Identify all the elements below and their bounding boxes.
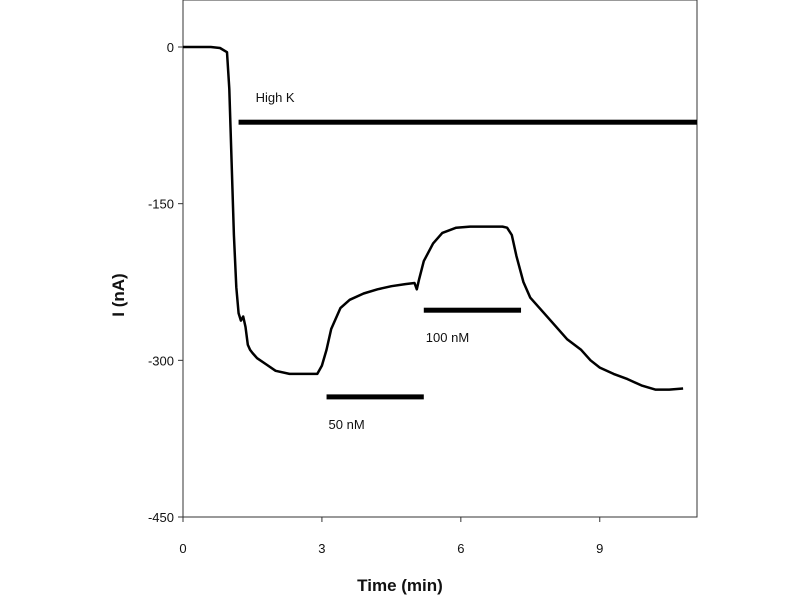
x-tick-label: 9 [596,541,603,556]
x-axis: 0 3 6 9 [179,517,603,556]
y-axis: 0 -150 -300 -450 [148,40,183,525]
y-axis-label: I (nA) [109,273,128,316]
y-tick-label: 0 [167,40,174,55]
y-tick-label: -450 [148,510,174,525]
treatment-label: 100 nM [426,330,469,345]
treatment-label: High K [256,90,295,105]
x-axis-label: Time (min) [357,576,443,595]
plot-frame [182,0,698,518]
x-tick-label: 3 [318,541,325,556]
treatment-bar [423,307,522,313]
current-trace-line [183,45,684,391]
x-tick-label: 6 [457,541,464,556]
x-tick-label: 0 [179,541,186,556]
treatment-label: 50 nM [329,417,365,432]
treatment-bar [326,394,424,400]
y-tick-label: -300 [148,353,174,368]
annotations: High K 50 nM 100 nM [238,90,697,432]
treatment-bar [238,119,697,125]
y-tick-label: -150 [148,197,174,212]
